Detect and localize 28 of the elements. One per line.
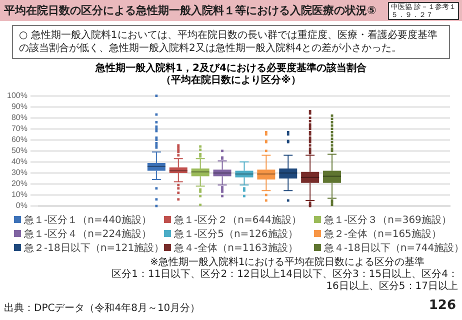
legend-label: 急１-区分5（n=126施設） bbox=[173, 228, 299, 241]
y-tick-label: 100% bbox=[6, 91, 28, 100]
y-tick-label: 70% bbox=[11, 124, 28, 134]
text: 126 bbox=[428, 298, 456, 313]
y-tick-label: 50% bbox=[11, 146, 28, 156]
text: 区分1：11日以下、区分2：12日以上14日以下、区分3：15日以上、区分4：16日以上、区分5：17日以上 bbox=[110, 269, 458, 293]
legend-label: 急４-全体（n=1163施設） bbox=[173, 242, 299, 255]
y-tick-label: 80% bbox=[11, 113, 28, 122]
y-tick-label: 90% bbox=[11, 102, 28, 112]
y-tick-label: 0% bbox=[16, 201, 28, 210]
legend-label: 急１-区分１（n=440施設） bbox=[23, 214, 152, 227]
y-tick-label: 10% bbox=[11, 190, 28, 200]
y-tick-label: 60% bbox=[11, 135, 28, 144]
chart-subtitle: （平均在院日数により区分※） bbox=[160, 75, 302, 87]
legend-label: 急１-区分２（n=644施設） bbox=[173, 214, 302, 227]
y-tick-label: 40% bbox=[11, 157, 28, 166]
legend-label: 急２-18日以下（n=121施設） bbox=[23, 242, 164, 255]
source-note: 出典：DPCデータ（令和4年8月～10月分） bbox=[4, 303, 200, 315]
legend-label: 急１-区分３（n=369施設） bbox=[323, 214, 452, 227]
text: 平均在院日数の区分による急性期一般入院料１等における入院医療の状況⑤ bbox=[4, 4, 376, 17]
legend-label: 急１-区分４（n=224施設） bbox=[23, 228, 152, 241]
text: ○ 急性期一般入院料1においては、平均在院日数の長い群では重症度、医療・看護必要度基準の該当割合が低く、急性期一般入院料2又は急性期一般入院料4との差が小さかった。 bbox=[12, 25, 450, 59]
text: ※急性期一般入院料1における平均在院日数による区分の基準 bbox=[150, 257, 425, 268]
chart-title: 急性期一般入院料1，2及び4における必要度基準の該当割合 bbox=[94, 63, 368, 74]
y-tick-label: 30% bbox=[11, 168, 28, 178]
y-tick-label: 20% bbox=[11, 179, 28, 188]
legend-label: 急４-18日以下（n=744施設） bbox=[323, 242, 462, 255]
legend-label: 急２-全体（n=165施設） bbox=[323, 228, 442, 241]
